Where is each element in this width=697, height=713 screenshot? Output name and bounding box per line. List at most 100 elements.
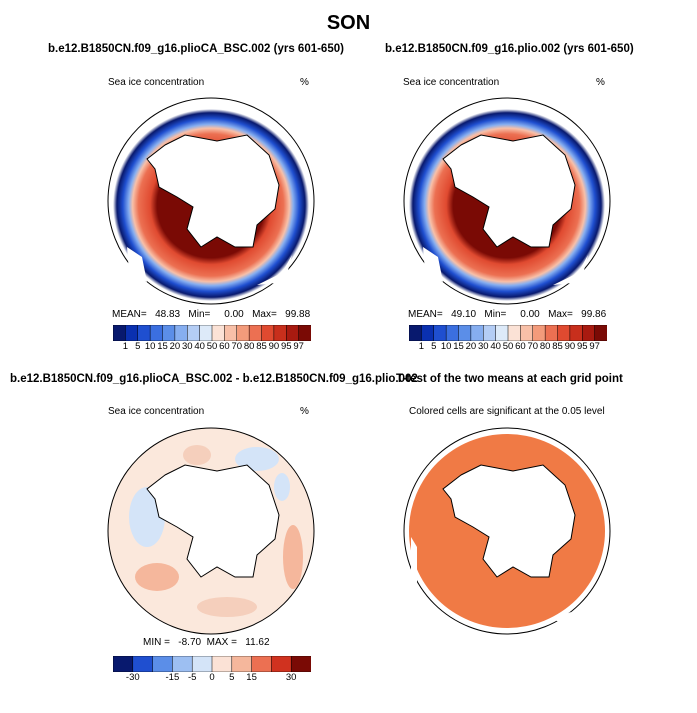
panel-title-top-left: b.e12.B1850CN.f09_g16.plioCA_BSC.002 (yr…	[48, 43, 344, 55]
colorbar-tick-label: 50	[206, 341, 218, 352]
colorbar-swatch	[298, 325, 311, 341]
colorbar-tick-label: 5	[229, 672, 235, 683]
stats-top-right: MEAN= 49.10 Min= 0.00 Max= 99.86	[408, 309, 607, 320]
colorbar-tick-label: 20	[169, 341, 181, 352]
colorbar-tick-label: 95	[576, 341, 588, 352]
figure-title: SON	[326, 12, 371, 34]
colorbar-swatch	[236, 325, 250, 341]
colorbar-tick-label: -5	[187, 672, 197, 683]
colorbar-tick-label: 30	[181, 341, 193, 352]
stats-bottom-left: MIN = -8.70 MAX = 11.62	[143, 637, 270, 648]
colorbar-bottom-left	[113, 656, 311, 672]
colorbar-tick-label: 10	[440, 341, 452, 352]
colorbar-swatch	[470, 325, 484, 341]
colorbar-swatch	[251, 656, 272, 672]
difference-map	[107, 427, 315, 635]
colorbar-tick-label: 70	[527, 341, 539, 352]
colorbar-tick-label: 30	[477, 341, 489, 352]
colorbar-swatch	[532, 325, 546, 341]
colorbar-tick-label: 5	[135, 341, 141, 352]
colorbar-swatch	[483, 325, 497, 341]
panel-title-bottom-right: T-test of the two means at each grid poi…	[396, 373, 623, 385]
colorbar-swatch	[149, 325, 164, 341]
ice-map-top-right	[403, 97, 611, 305]
colorbar-swatch	[569, 325, 583, 341]
colorbar-tick-label: 1	[122, 341, 129, 352]
colorbar-tick-label: 97	[589, 341, 600, 352]
colorbar-tick-label: 95	[280, 341, 292, 352]
colorbar-swatch	[211, 325, 225, 341]
colorbar-swatch	[286, 325, 300, 341]
colorbar-swatch	[125, 325, 139, 341]
colorbar-swatch	[458, 325, 472, 341]
colorbar-tick-label: 10	[144, 341, 156, 352]
colorbar-swatch	[224, 325, 238, 341]
colorbar-swatch	[495, 325, 509, 341]
units-label-top-left: %	[300, 77, 309, 88]
colorbar-labels-bottom-left: -30 -15 -5 0 5 15 30	[113, 672, 311, 684]
colorbar-tick-label: 15	[246, 672, 257, 683]
colorbar-swatch	[261, 325, 275, 341]
colorbar-swatch	[544, 325, 559, 341]
colorbar-top-right	[409, 325, 607, 341]
colorbar-swatch	[152, 656, 173, 672]
colorbar-tick-label: 20	[465, 341, 477, 352]
colorbar-swatch	[191, 656, 213, 672]
colorbar-swatch	[271, 656, 292, 672]
panel-label-bottom-left: Sea ice concentration	[108, 406, 205, 417]
colorbar-tick-label: 40	[490, 341, 501, 352]
colorbar-tick-label: 5	[431, 341, 437, 352]
colorbar-swatch	[113, 656, 134, 672]
colorbar-swatch	[445, 325, 460, 341]
colorbar-swatch	[132, 656, 154, 672]
colorbar-tick-label: 40	[194, 341, 205, 352]
colorbar-swatch	[113, 325, 126, 341]
colorbar-top-left	[113, 325, 311, 341]
colorbar-swatch	[520, 325, 534, 341]
colorbar-swatch	[187, 325, 201, 341]
panel-label-top-left: Sea ice concentration	[108, 77, 205, 88]
colorbar-swatch	[594, 325, 607, 341]
colorbar-tick-label: 1	[418, 341, 425, 352]
colorbar-tick-label: 60	[219, 341, 230, 352]
colorbar-swatch	[231, 656, 253, 672]
colorbar-swatch	[582, 325, 596, 341]
panel-title-top-right: b.e12.B1850CN.f09_g16.plio.002 (yrs 601-…	[385, 43, 634, 55]
colorbar-tick-label: 80	[539, 341, 551, 352]
stats-top-left: MEAN= 48.83 Min= 0.00 Max= 99.88	[112, 309, 311, 320]
colorbar-swatch	[507, 325, 521, 341]
colorbar-labels-top-right: 1 5 10 15 20 30 40 50 60 70 80 85 90 95 97	[409, 341, 607, 353]
panel-title-bottom-left: b.e12.B1850CN.f09_g16.plioCA_BSC.002 - b…	[10, 373, 418, 385]
colorbar-tick-label: -15	[165, 672, 180, 683]
significance-map	[403, 427, 611, 635]
colorbar-swatch	[162, 325, 176, 341]
colorbar-swatch	[174, 325, 188, 341]
colorbar-tick-label: 15	[157, 341, 168, 352]
colorbar-labels-top-left: 1 5 10 15 20 30 40 50 60 70 80 85 90 95 97	[113, 341, 311, 353]
colorbar-tick-label: 90	[268, 341, 280, 352]
colorbar-tick-label: 90	[564, 341, 576, 352]
panel-label-top-right: Sea ice concentration	[403, 77, 500, 88]
colorbar-swatch	[421, 325, 435, 341]
colorbar-tick-label: -30	[125, 672, 140, 683]
colorbar-tick-label: 85	[552, 341, 563, 352]
colorbar-swatch	[409, 325, 422, 341]
colorbar-swatch	[557, 325, 571, 341]
colorbar-swatch	[137, 325, 151, 341]
colorbar-tick-label: 50	[502, 341, 514, 352]
panel-subtitle-bottom-right: Colored cells are significant at the 0.0…	[409, 406, 605, 417]
colorbar-tick-label: 0	[209, 672, 215, 683]
colorbar-swatch	[199, 325, 213, 341]
ice-map-top-left	[107, 97, 315, 305]
units-label-top-right: %	[596, 77, 605, 88]
colorbar-swatch	[211, 656, 233, 672]
colorbar-tick-label: 85	[256, 341, 267, 352]
colorbar-swatch	[248, 325, 263, 341]
colorbar-tick-label: 80	[243, 341, 255, 352]
colorbar-swatch	[273, 325, 287, 341]
colorbar-swatch	[172, 656, 193, 672]
colorbar-tick-label: 70	[231, 341, 243, 352]
units-label-bottom-left: %	[300, 406, 309, 417]
colorbar-swatch	[290, 656, 311, 672]
colorbar-tick-label: 15	[453, 341, 464, 352]
